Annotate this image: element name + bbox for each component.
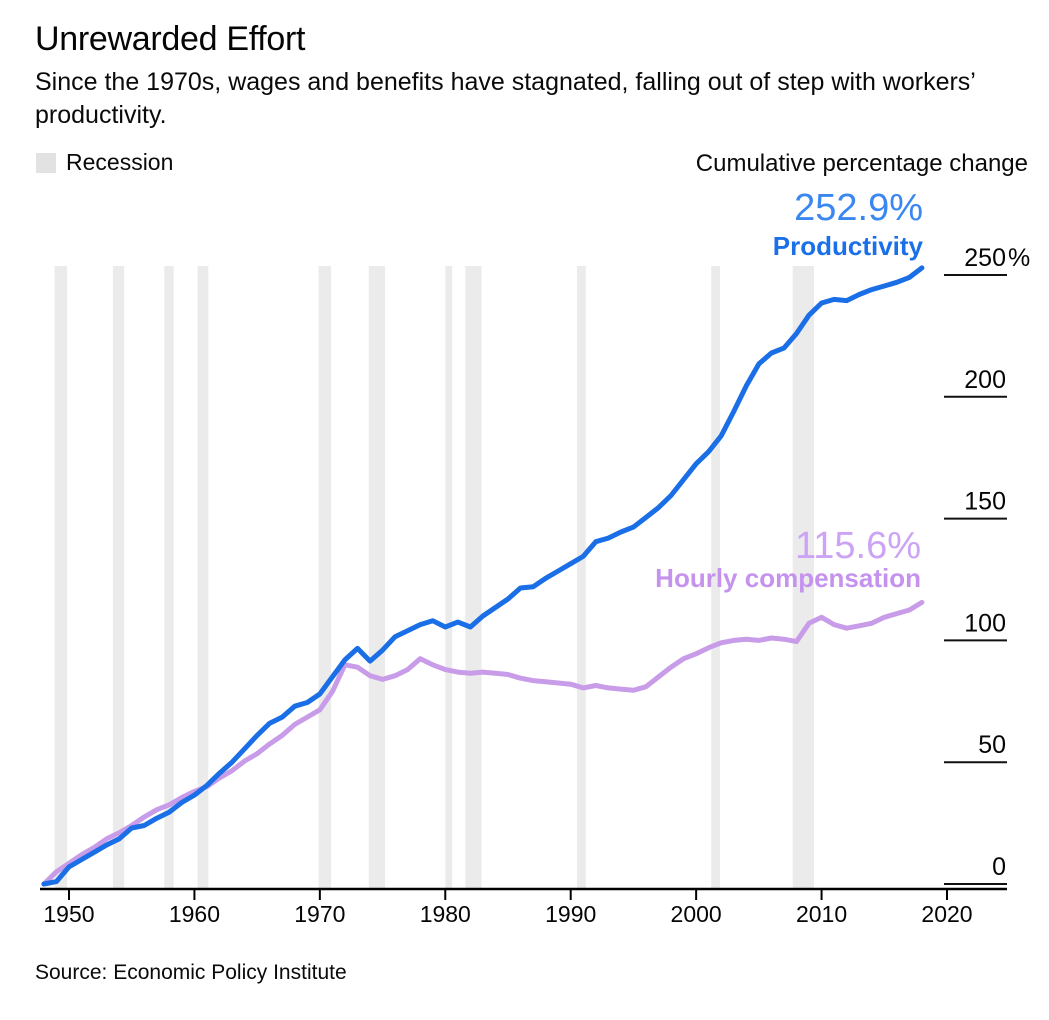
- recession-band: [445, 266, 453, 888]
- x-tick-label: 2020: [921, 901, 972, 927]
- source-credit: Source: Economic Policy Institute: [35, 961, 347, 984]
- recession-band: [197, 266, 209, 888]
- recession-band: [465, 266, 482, 888]
- y-tick-suffix: %: [1008, 244, 1030, 272]
- recession-band: [792, 266, 814, 888]
- page-title: Unrewarded Effort: [35, 20, 306, 58]
- recession-band: [318, 266, 332, 888]
- recession-legend-swatch: [36, 152, 56, 173]
- recession-band: [164, 266, 174, 888]
- recession-band: [711, 266, 720, 888]
- compensation-end-value: 115.6%: [794, 525, 921, 567]
- y-tick-label: 250: [964, 244, 1006, 272]
- hourly-compensation-line: [41, 599, 925, 887]
- recession-band: [112, 266, 125, 888]
- compensation-series-label: Hourly compensation: [655, 563, 921, 593]
- y-axis-unit-note: Cumulative percentage change: [695, 150, 1028, 177]
- recession-band: [54, 266, 68, 888]
- y-tick-label: 50: [978, 731, 1006, 759]
- x-tick-label: 1990: [545, 901, 596, 927]
- x-tick-label: 1950: [43, 901, 94, 927]
- productivity-series-label: Productivity: [772, 231, 923, 261]
- x-tick-label: 2000: [671, 901, 722, 927]
- recession-band: [577, 266, 586, 888]
- chart-subtitle: Since the 1970s, wages and benefits have…: [35, 68, 975, 129]
- x-tick-label: 1960: [169, 901, 220, 927]
- x-tick-label: 1970: [294, 901, 345, 927]
- x-tick-label: 2010: [796, 901, 847, 927]
- productivity-end-value: 252.9%: [794, 187, 923, 229]
- x-tick-label: 1980: [420, 901, 471, 927]
- y-tick-label: 200: [964, 366, 1006, 394]
- productivity-line: [41, 265, 925, 887]
- y-tick-label: 150: [964, 488, 1006, 516]
- y-tick-label: 100: [964, 609, 1006, 637]
- recession-legend-label: Recession: [66, 149, 174, 175]
- recession-band: [368, 266, 386, 888]
- legend: Recession: [36, 149, 173, 176]
- y-tick-label: 0: [992, 853, 1006, 881]
